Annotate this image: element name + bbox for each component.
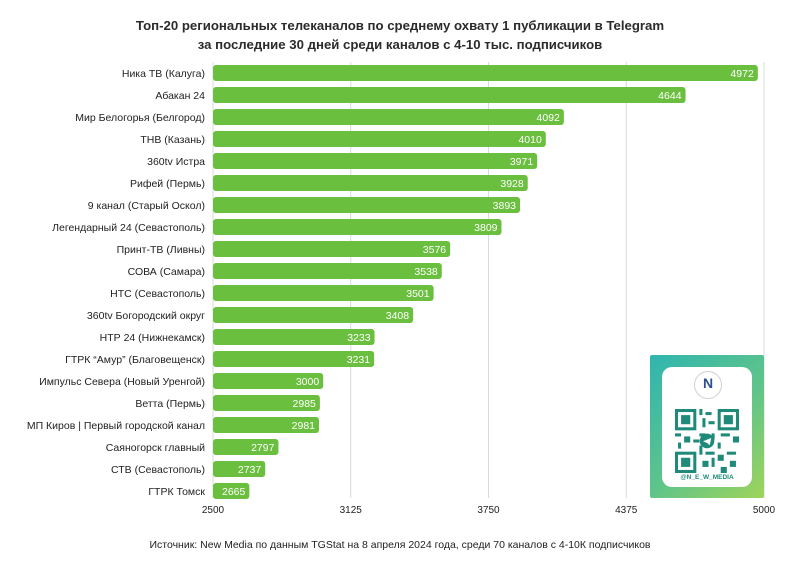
bar <box>213 461 266 477</box>
category-label: МП Киров | Первый городской канал <box>27 420 205 432</box>
category-label: Мир Белогорья (Белгород) <box>75 112 205 124</box>
bar-value-label: 2985 <box>293 398 317 410</box>
bar <box>213 439 279 455</box>
bar-value-label: 4644 <box>658 90 682 102</box>
bar-value-label: 3893 <box>493 200 517 212</box>
bar <box>213 395 320 411</box>
bar-value-label: 3576 <box>423 244 447 256</box>
bar-value-label: 3231 <box>347 354 371 366</box>
category-label: СОВА (Самара) <box>128 266 205 278</box>
category-label: ТНВ (Казань) <box>140 134 205 146</box>
bar-value-label: 3538 <box>414 266 438 278</box>
bar <box>213 241 451 257</box>
x-tick-label: 3750 <box>477 505 500 516</box>
category-label: НТС (Севастополь) <box>110 288 205 300</box>
telegram-handle[interactable]: @N_E_W_MEDIA <box>680 474 734 481</box>
bar-value-label: 2981 <box>292 420 316 432</box>
bar <box>213 329 375 345</box>
x-tick-label: 4375 <box>615 505 638 516</box>
bar <box>213 219 502 235</box>
bar <box>213 263 442 279</box>
x-tick-label: 2500 <box>202 505 225 516</box>
bar <box>213 483 250 499</box>
bar-value-label: 3971 <box>510 156 534 168</box>
qr-promo-card[interactable]: N @N_E_W_MEDIA <box>650 355 764 498</box>
category-label: ГТРК “Амур” (Благовещенск) <box>65 354 205 366</box>
category-label: Абакан 24 <box>155 90 205 102</box>
chart-title-line-1: Топ-20 региональных телеканалов по средн… <box>135 18 665 33</box>
new-media-logo-icon: N <box>694 371 722 399</box>
bar-value-label: 4972 <box>730 68 754 80</box>
bar <box>213 417 320 433</box>
category-label: СТВ (Севастополь) <box>111 464 205 476</box>
logo-letter: N <box>702 375 714 391</box>
bar-value-label: 3233 <box>347 332 371 344</box>
bar <box>213 373 324 389</box>
bar <box>213 197 521 213</box>
qr-card-inner: N @N_E_W_MEDIA <box>662 367 752 487</box>
category-label: Рифей (Пермь) <box>130 178 205 190</box>
bar <box>213 307 414 323</box>
category-label: Ветта (Пермь) <box>135 398 205 410</box>
category-label: 360tv Богородский округ <box>87 310 205 322</box>
bar-value-label: 3928 <box>500 178 524 190</box>
category-label: Ника ТВ (Калуга) <box>122 68 205 80</box>
qr-code-icon[interactable] <box>675 409 739 473</box>
category-label: Легендарный 24 (Севастополь) <box>52 222 205 234</box>
bar-value-label: 2797 <box>251 442 275 454</box>
category-label: Саяногорск главный <box>106 442 205 454</box>
bar-value-label: 3809 <box>474 222 498 234</box>
category-label: ГТРК Томск <box>148 486 205 498</box>
bar <box>213 175 528 191</box>
chart-title: Топ-20 региональных телеканалов по средн… <box>0 16 800 54</box>
category-label: НТР 24 (Нижнекамск) <box>100 332 205 344</box>
x-tick-label: 5000 <box>753 505 776 516</box>
bar <box>213 285 434 301</box>
chart-title-line-2: за последние 30 дней среди каналов с 4-1… <box>197 37 603 52</box>
bar <box>213 65 758 81</box>
bar-value-label: 2665 <box>222 486 246 498</box>
bar <box>213 109 564 125</box>
source-note: Источник: New Media по данным TGStat на … <box>149 539 651 551</box>
bar <box>213 153 538 169</box>
category-label: 360tv Истра <box>147 156 205 168</box>
bar-value-label: 3501 <box>406 288 430 300</box>
x-tick-label: 3125 <box>340 505 363 516</box>
category-label: Импульс Севера (Новый Уренгой) <box>39 376 205 388</box>
bar <box>213 87 686 103</box>
bar <box>213 131 546 147</box>
category-label: 9 канал (Старый Оскол) <box>88 200 205 212</box>
bar-value-label: 2737 <box>238 464 262 476</box>
bar-value-label: 3000 <box>296 376 320 388</box>
bar-value-label: 4010 <box>518 134 542 146</box>
category-label: Принт-ТВ (Ливны) <box>117 244 205 256</box>
bar-value-label: 3408 <box>386 310 410 322</box>
bar <box>213 351 375 367</box>
bar-value-label: 4092 <box>537 112 561 124</box>
